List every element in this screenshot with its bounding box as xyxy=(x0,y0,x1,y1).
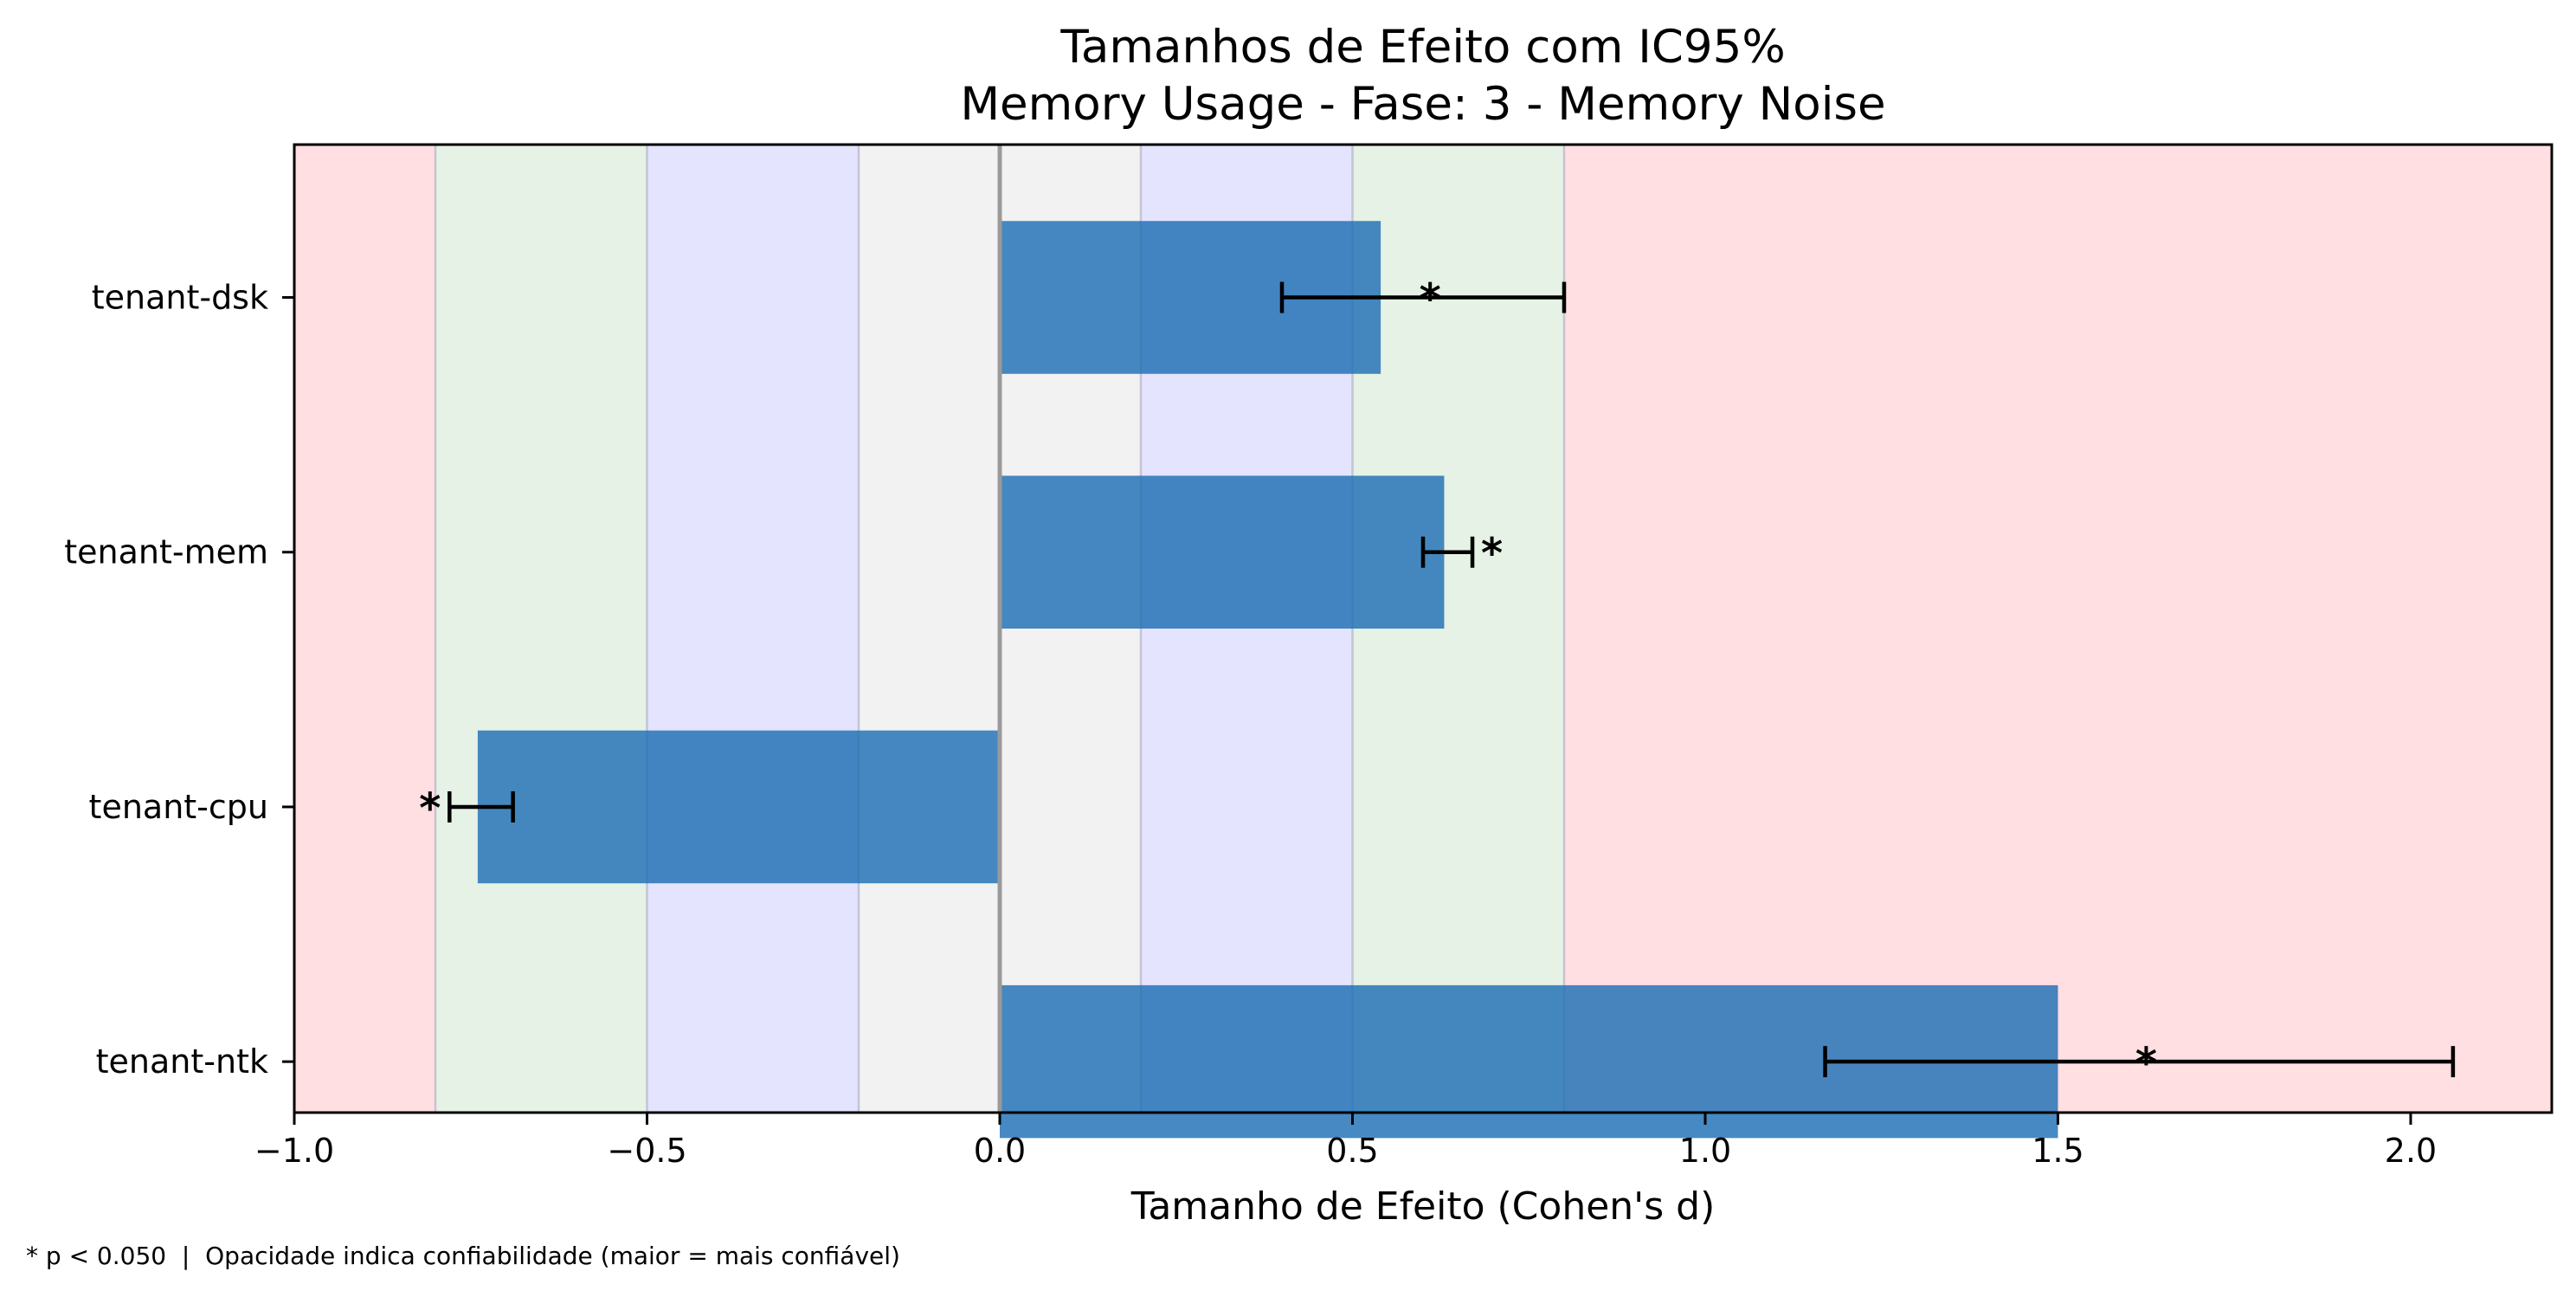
bar-tenant-cpu xyxy=(477,730,1000,884)
significance-marker-tenant-ntk: * xyxy=(2135,1039,2157,1087)
footnote: * p < 0.050 | Opacidade indica confiabil… xyxy=(26,1242,900,1270)
significance-marker-tenant-cpu: * xyxy=(419,784,441,833)
effect-band-1 xyxy=(435,145,647,1113)
x-axis-label: Tamanho de Efeito (Cohen's d) xyxy=(1130,1184,1716,1229)
chart-subtitle: Memory Usage - Fase: 3 - Memory Noise xyxy=(960,78,1885,131)
x-tick-label: −1.0 xyxy=(254,1132,334,1170)
y-tick-label: tenant-dsk xyxy=(92,279,268,317)
x-tick-label: −0.5 xyxy=(607,1132,686,1170)
y-tick-label: tenant-mem xyxy=(64,533,268,571)
x-tick-label: 1.0 xyxy=(1679,1132,1731,1170)
x-tick-label: 0.0 xyxy=(974,1132,1026,1170)
effect-band-2 xyxy=(647,145,859,1113)
x-tick-label: 1.5 xyxy=(2032,1132,2083,1170)
x-axis-ticks: −1.0 −0.5 0.0 0.5 1.0 1.5 2.0 xyxy=(254,1113,2437,1170)
significance-markers: * * * * xyxy=(419,275,2157,1088)
bar-tenant-mem xyxy=(1000,475,1445,629)
plot-frame xyxy=(293,143,2553,1114)
chart-title: Tamanhos de Efeito com IC95% xyxy=(1059,21,1785,74)
y-axis-ticks: tenant-dsk tenant-mem tenant-cpu tenant-ntk xyxy=(64,279,294,1081)
significance-marker-tenant-dsk: * xyxy=(1420,275,1441,324)
effect-band-6 xyxy=(1564,145,2552,1113)
error-bars-group xyxy=(448,281,2456,1078)
effect-band-0 xyxy=(294,145,435,1113)
x-tick-label: 0.5 xyxy=(1326,1132,1378,1170)
significance-marker-tenant-mem: * xyxy=(1481,530,1503,578)
y-tick-label: tenant-ntk xyxy=(96,1042,268,1081)
y-tick-label: tenant-cpu xyxy=(89,788,268,826)
x-tick-label: 2.0 xyxy=(2385,1132,2437,1170)
